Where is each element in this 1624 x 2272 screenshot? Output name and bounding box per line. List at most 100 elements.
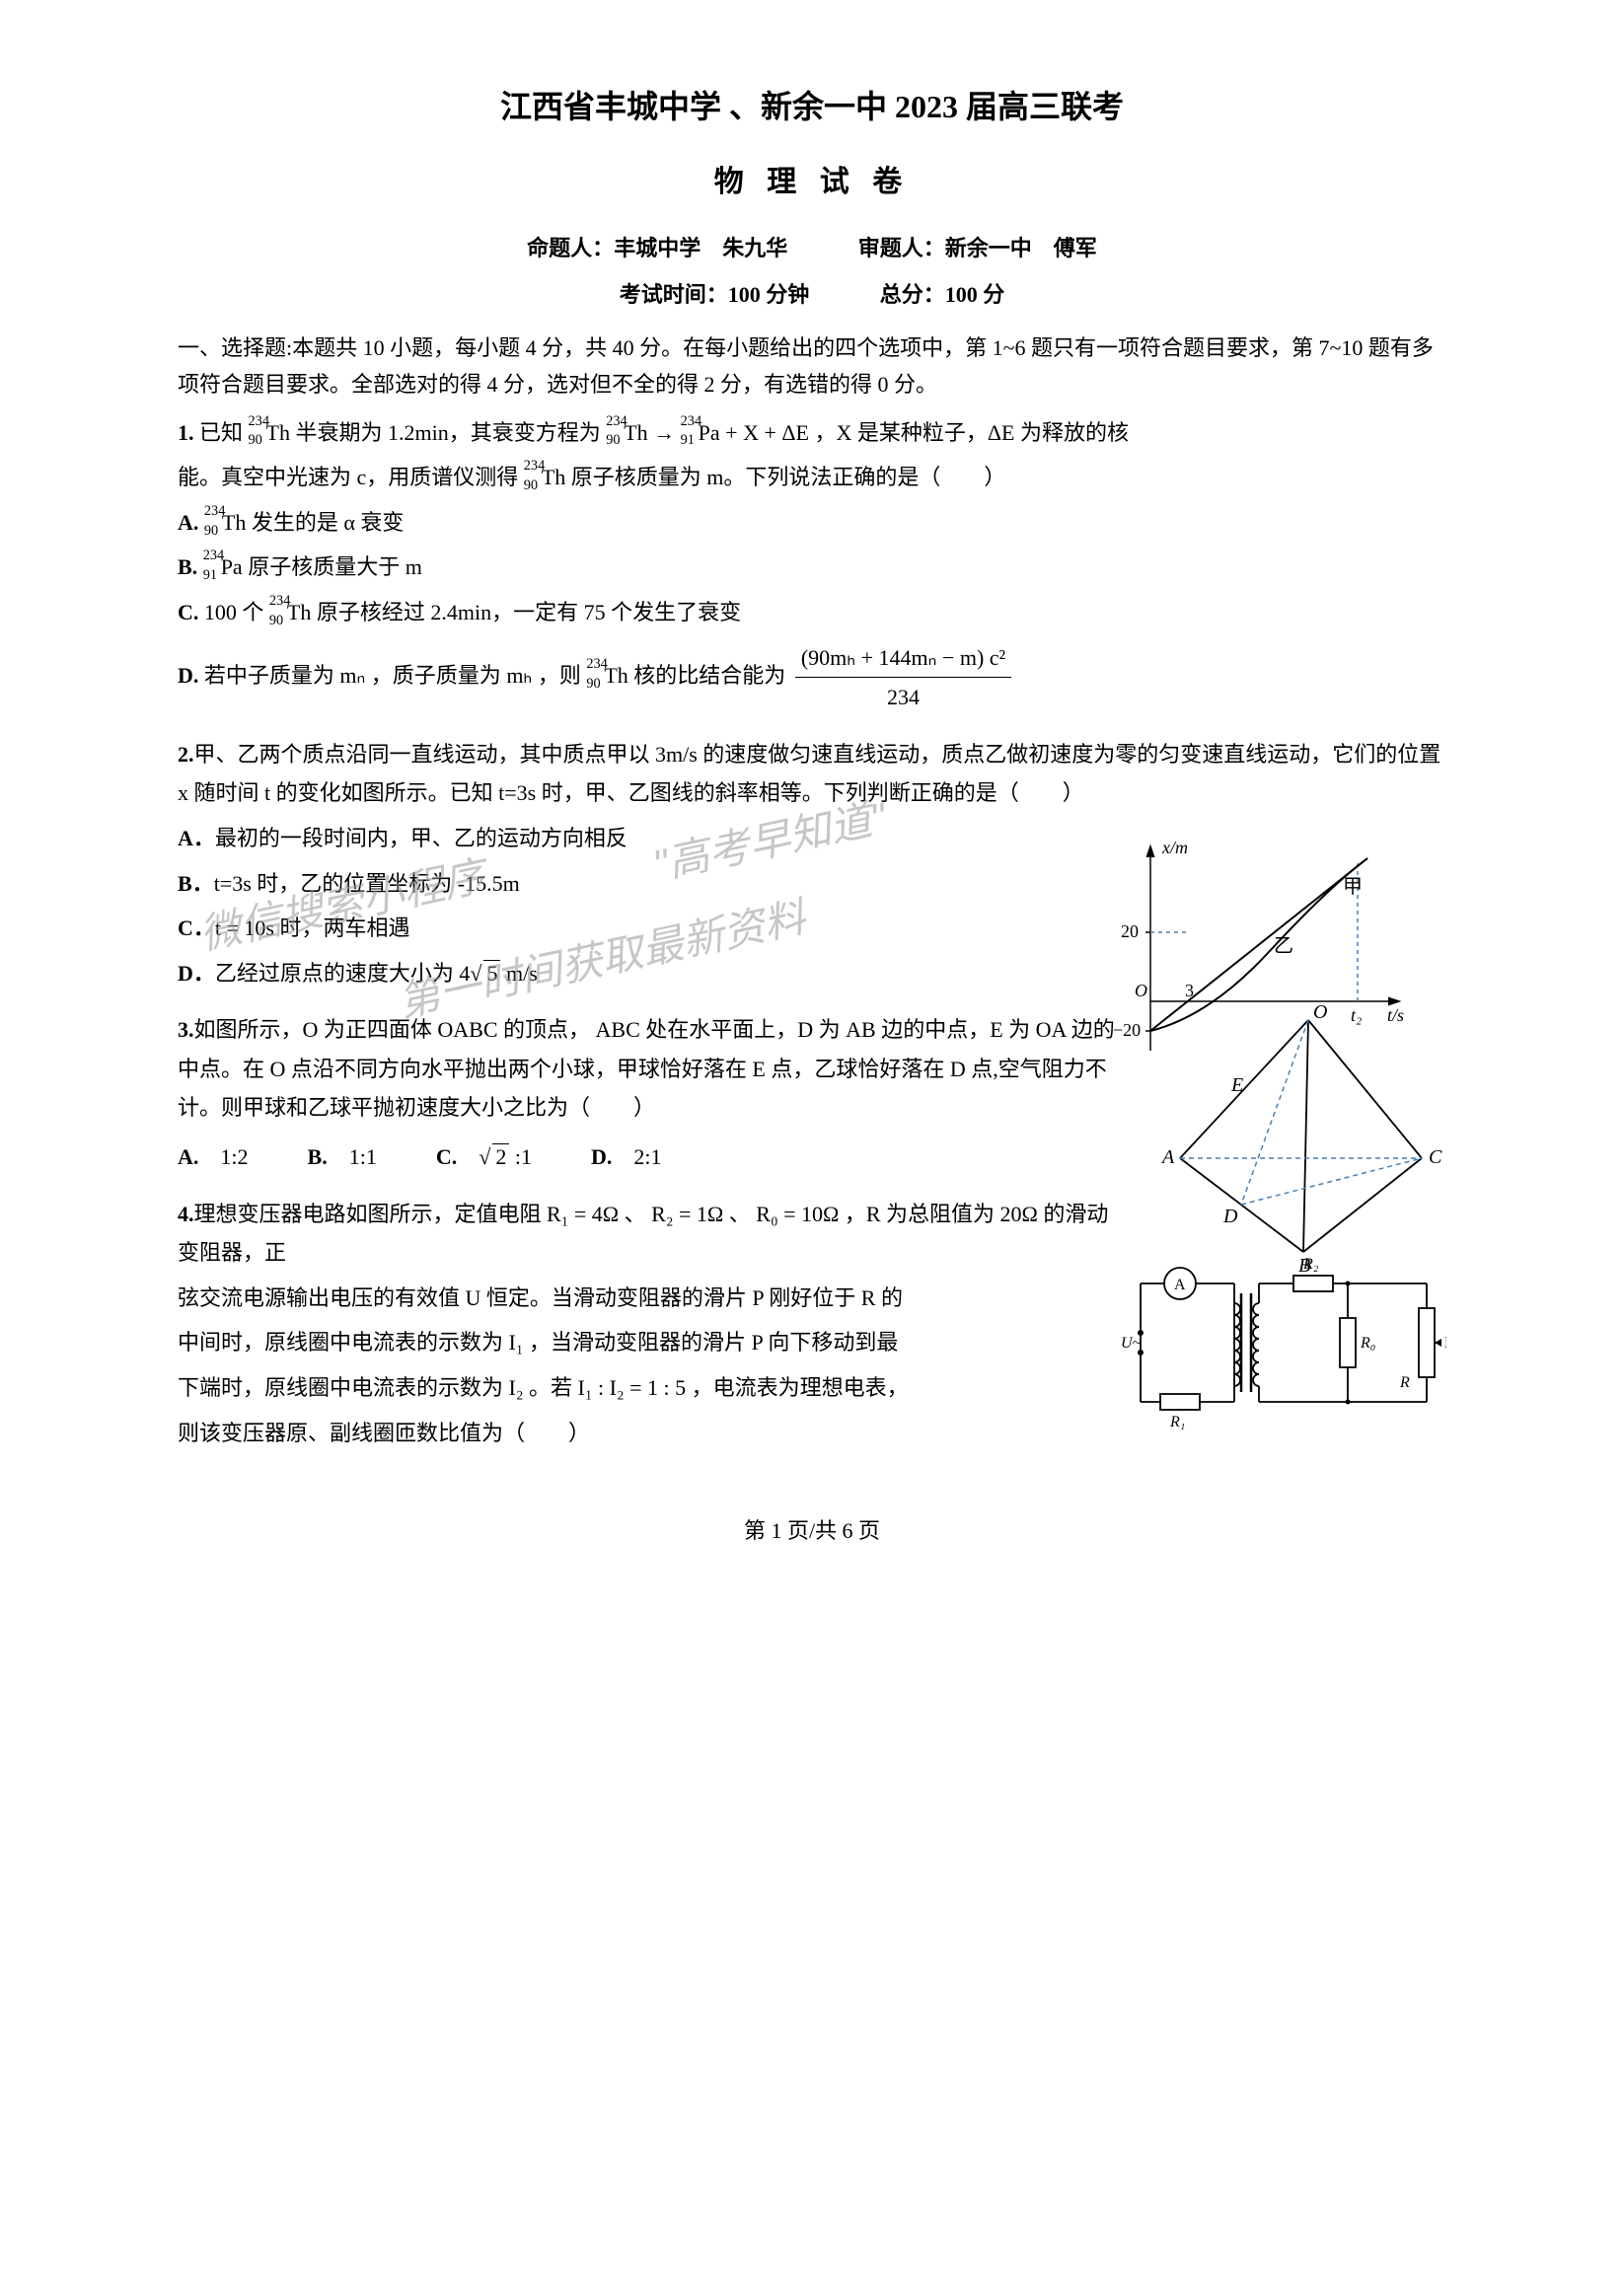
q1-optD-nuclide: 23490Th xyxy=(604,656,627,696)
q4-ratio: I₁ : I₂ = 1 : 5 xyxy=(578,1375,687,1400)
q3-optA-text: 1:2 xyxy=(220,1144,248,1169)
q4-I2: I₂ xyxy=(509,1375,524,1400)
q2-optD-sqrt: 5 xyxy=(483,960,500,986)
q3-optD-label: D. xyxy=(591,1144,612,1169)
q2-stem-text: 甲、乙两个质点沿同一直线运动，其中质点甲以 3m/s 的速度做匀速直线运动，质点… xyxy=(178,742,1440,806)
q3-optC-sqrt: 2 xyxy=(492,1143,509,1169)
q1-stem-line1: 1. 已知 23490Th 半衰期为 1.2min，其衰变方程为 23490Th… xyxy=(178,413,1446,453)
q4-text-i: 则该变压器原、副线圈匝数比值为（ ） xyxy=(178,1421,590,1445)
q1-option-a: A. 23490Th 发生的是 α 衰变 xyxy=(178,503,1446,543)
q1-optD-text2: ，质子质量为 xyxy=(371,663,501,688)
exam-title-sub: 物 理 试 卷 xyxy=(178,156,1446,209)
q1-optC-nuclide: 23490Th xyxy=(287,593,311,632)
q2-optD-text-a: 乙经过原点的速度大小为 4 xyxy=(215,961,471,986)
svg-text:C: C xyxy=(1429,1146,1442,1168)
sqrt-sign-icon xyxy=(470,961,481,986)
q1-deltaE: ΔE xyxy=(781,420,809,445)
reviewer-school: 新余一中 xyxy=(945,236,1032,260)
q4-stem-line1: 4.理想变压器电路如图所示，定值电阻 R₁ = 4Ω 、 R₂ = 1Ω 、 R… xyxy=(178,1195,1111,1273)
svg-text:3: 3 xyxy=(1185,981,1194,1000)
question-3: 3.如图所示，O 为正四面体 OABC 的顶点， ABC 处在水平面上，D 为 … xyxy=(178,1010,1446,1176)
q4-text-e: ，当滑动变阻器的滑片 P 向下移动到最 xyxy=(529,1330,898,1355)
q4-svg: A U~ R₁ R₂ xyxy=(1121,1244,1446,1441)
q3-option-b: B. 1:1 xyxy=(308,1137,377,1177)
total-score-value: 100 分 xyxy=(945,282,1005,307)
q3-optA-label: A. xyxy=(178,1144,198,1169)
q3-number: 3. xyxy=(178,1017,194,1042)
q1-text-b: 半衰期为 1.2min，其衰变方程为 xyxy=(295,420,600,445)
q4-R0: R₀ = 10Ω xyxy=(756,1202,839,1226)
svg-text:R₀: R₀ xyxy=(1360,1335,1375,1352)
q1-deltaE2: ΔE xyxy=(988,420,1015,445)
q2-optD-text-b: m/s xyxy=(500,961,537,986)
q4-sep1: 、 xyxy=(619,1202,651,1226)
q1-optB-label: B. xyxy=(178,554,197,579)
sqrt-sign-icon xyxy=(479,1144,490,1169)
svg-text:O: O xyxy=(1135,981,1147,1000)
q4-stem-line3: 中间时，原线圈中电流表的示数为 I₁ ，当滑动变阻器的滑片 P 向下移动到最 xyxy=(178,1323,1111,1362)
q2-option-d: D．乙经过原点的速度大小为 4 5 m/s xyxy=(178,954,927,993)
q3-option-a: A. 1:2 xyxy=(178,1137,249,1177)
svg-text:A: A xyxy=(1160,1146,1175,1168)
svg-text:x/m: x/m xyxy=(1161,838,1188,857)
q1-text-p2: 能。真空中光速为 c，用质谱仪测得 xyxy=(178,465,518,489)
q3-optD-text: 2:1 xyxy=(633,1144,661,1169)
q3-optC-label: C. xyxy=(436,1144,457,1169)
q4-text-g: 。若 xyxy=(529,1375,572,1400)
q1-optD-mn: mₙ xyxy=(339,663,365,688)
q1-optD-mh: mₕ xyxy=(506,663,532,688)
q2-number: 2. xyxy=(178,742,194,767)
q4-text-d: 中间时，原线圈中电流表的示数为 xyxy=(178,1330,503,1355)
reviewer-label: 审题人： xyxy=(858,236,945,260)
q3-stem: 3.如图所示，O 为正四面体 OABC 的顶点， ABC 处在水平面上，D 为 … xyxy=(178,1010,1131,1128)
q3-optC-text: :1 xyxy=(509,1144,532,1169)
q1-number: 1. xyxy=(178,420,194,445)
q1-option-b: B. 23491Pa 原子核质量大于 m xyxy=(178,548,1446,587)
svg-text:O: O xyxy=(1313,1001,1327,1023)
q2-optD-label: D． xyxy=(178,961,215,986)
svg-text:A: A xyxy=(1174,1277,1186,1293)
exam-title-main: 江西省丰城中学 、新余一中 2023 届高三联考 xyxy=(178,79,1446,136)
reviewer-name: 傅军 xyxy=(1054,236,1097,260)
q4-stem-line5: 则该变压器原、副线圈匝数比值为（ ） xyxy=(178,1414,1111,1453)
q3-stem-text: 如图所示，O 为正四面体 OABC 的顶点， ABC 处在水平面上，D 为 AB… xyxy=(178,1017,1115,1120)
q1-optD-text3: ，则 xyxy=(538,663,581,688)
q4-stem-line4: 下端时，原线圈中电流表的示数为 I₂ 。若 I₁ : I₂ = 1 : 5 ，电… xyxy=(178,1368,1111,1408)
q4-sep2: 、 xyxy=(723,1202,756,1226)
q1-optD-fraction: (90mₕ + 144mₙ − m) c² 234 xyxy=(795,638,1011,717)
q2-optC-text: t = 10s 时，两车相遇 xyxy=(215,916,410,940)
q3-optB-label: B. xyxy=(308,1144,328,1169)
q2-stem: 2.甲、乙两个质点沿同一直线运动，其中质点甲以 3m/s 的速度做匀速直线运动，… xyxy=(178,735,1446,813)
q1-optB-text: 原子核质量大于 m xyxy=(248,554,422,579)
section1-instructions: 一、选择题:本题共 10 小题，每小题 4 分，共 40 分。在每小题给出的四个… xyxy=(178,330,1446,403)
q1-optD-denom: 234 xyxy=(795,678,1011,717)
q1-optC-label: C. xyxy=(178,600,198,624)
q2-optB-text: t=3s 时，乙的位置坐标为 -15.5m xyxy=(214,871,520,896)
q3-option-c: C. 2 :1 xyxy=(436,1137,532,1177)
q3-optB-text: 1:1 xyxy=(349,1144,377,1169)
q3-option-d: D. 2:1 xyxy=(591,1137,662,1177)
q4-I1: I₁ xyxy=(509,1330,524,1355)
author-label: 命题人： xyxy=(527,236,614,260)
q1-optB-nuclide: 23491Pa xyxy=(221,548,243,587)
q1-stem-line2: 能。真空中光速为 c，用质谱仪测得 23490Th 原子核质量为 m。下列说法正… xyxy=(178,458,1446,497)
q1-optC-text2: 原子核经过 2.4min，一定有 75 个发生了衰变 xyxy=(317,600,741,624)
svg-text:P: P xyxy=(1444,1335,1446,1352)
q4-text-h: ，电流表为理想电表， xyxy=(692,1375,909,1400)
question-1: 1. 已知 23490Th 半衰期为 1.2min，其衰变方程为 23490Th… xyxy=(178,413,1446,717)
nuclide-th234-2: 23490Th xyxy=(624,413,647,453)
q1-text-p2b: 原子核质量为 m。下列说法正确的是（ ） xyxy=(571,465,1006,489)
q4-R1: R₁ = 4Ω xyxy=(547,1202,619,1226)
nuclide-pa234: 23491Pa xyxy=(699,413,720,453)
q1-optD-text1: 若中子质量为 xyxy=(204,663,334,688)
question-2: 微信搜索小程序 "高考早知道" 第一时间获取最新资料 2.甲、乙两个质点沿同一直… xyxy=(178,735,1446,993)
q1-optD-text4: 核的比结合能为 xyxy=(633,663,785,688)
q1-optA-text: 发生的是 α 衰变 xyxy=(252,510,405,535)
exam-time-label: 考试时间： xyxy=(620,282,728,307)
q4-number: 4. xyxy=(178,1202,194,1226)
q1-optC-text1: 100 个 xyxy=(204,600,264,624)
svg-text:R₁: R₁ xyxy=(1169,1414,1185,1430)
q4-text-c: 弦交流电源输出电压的有效值 U 恒定。当滑动变阻器的滑片 P 刚好位于 R 的 xyxy=(178,1285,903,1310)
q3-options: A. 1:2 B. 1:1 C. 2 :1 D. 2:1 xyxy=(178,1137,1131,1177)
q1-plus: + X + xyxy=(725,420,781,445)
